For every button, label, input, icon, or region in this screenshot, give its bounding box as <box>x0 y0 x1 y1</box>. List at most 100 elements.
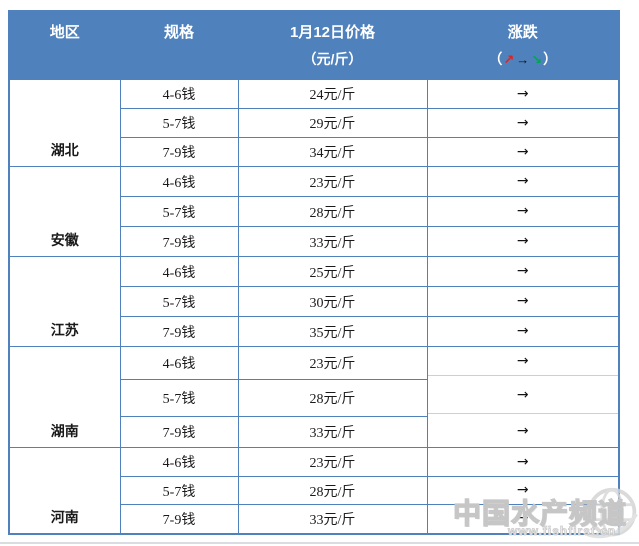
flat-arrow-icon: → <box>516 510 529 527</box>
table-row: 湖北 4-6钱 24元/斤 → <box>8 79 620 167</box>
flat-arrow-icon: → <box>516 263 529 279</box>
trend-cell: → <box>426 316 620 347</box>
price-cell: 28元/斤 <box>237 378 428 418</box>
col-header-price-unit: （元/斤） <box>237 44 428 80</box>
flat-arrow-icon: → <box>516 143 529 160</box>
price-cell: 23元/斤 <box>237 166 428 197</box>
price-cell: 24元/斤 <box>237 79 428 109</box>
up-arrow-icon: ↗ <box>503 52 515 67</box>
flat-arrow-icon: → <box>516 453 529 470</box>
region-cell-henan: 河南 <box>8 447 121 534</box>
table-row: 7-9钱 35元/斤 → <box>9 316 620 347</box>
price-cell: 33元/斤 <box>237 416 428 448</box>
trend-cell: → <box>426 476 620 505</box>
region-cell-hunan: 湖南 <box>8 346 121 448</box>
spec-cell: 7-9钱 <box>119 226 239 257</box>
trend-cell: → <box>426 166 620 197</box>
col-header-trend: 涨跌 <box>426 10 620 45</box>
trend-cell: → <box>426 108 620 138</box>
spec-cell: 4-6钱 <box>119 256 239 287</box>
region-cell-hubei: 湖北 <box>8 79 121 167</box>
price-cell: 23元/斤 <box>237 447 428 477</box>
col-header-region: 地区 <box>8 10 121 45</box>
flat-arrow-icon: → <box>516 173 529 189</box>
table-row: 7-9钱 34元/斤 → <box>9 137 620 167</box>
flat-arrow-icon: → <box>516 233 529 249</box>
spec-cell: 5-7钱 <box>119 286 239 317</box>
spec-cell: 5-7钱 <box>119 476 239 505</box>
price-cell: 28元/斤 <box>237 476 428 505</box>
table-row: 5-7钱 29元/斤 → <box>9 108 620 138</box>
price-cell: 33元/斤 <box>237 504 428 534</box>
spec-cell: 4-6钱 <box>119 166 239 197</box>
spec-cell: 4-6钱 <box>119 79 239 109</box>
trend-cell: → <box>426 196 620 227</box>
spec-cell: 4-6钱 <box>119 447 239 477</box>
right-arrow-icon: → <box>516 52 530 67</box>
flat-arrow-icon: → <box>516 85 529 102</box>
price-cell: 23元/斤 <box>237 346 428 380</box>
trend-cell: → <box>426 137 620 167</box>
table-body: 湖北 4-6钱 24元/斤 → 5-7钱 29元/斤 → 7-9钱 34元/斤 … <box>8 79 620 534</box>
flat-arrow-icon: → <box>516 353 529 369</box>
trend-cell: → <box>426 447 620 477</box>
price-cell: 34元/斤 <box>237 137 428 167</box>
spec-cell: 7-9钱 <box>119 416 239 448</box>
trend-cell: → <box>426 286 620 317</box>
trend-segment: → <box>427 413 618 447</box>
spec-cell: 5-7钱 <box>119 108 239 138</box>
table-row: 湖南 4-6钱 23元/斤 → → → <box>8 346 620 448</box>
col-header-trend-legend: （↗ → ↘） <box>426 44 620 80</box>
table-header: 地区 规格 1月12日价格 涨跌 （元/斤） （↗ → ↘） <box>8 10 620 80</box>
table-row: 5-7钱 28元/斤 → <box>9 196 620 227</box>
table-row: 5-7钱 28元/斤 <box>9 378 619 418</box>
trend-cell: → <box>426 256 620 287</box>
table-row: 5-7钱 30元/斤 → <box>9 286 620 317</box>
price-cell: 35元/斤 <box>237 316 428 347</box>
flat-arrow-icon: → <box>516 114 529 131</box>
table-row: 河南 4-6钱 23元/斤 → <box>8 447 620 534</box>
trend-segment: → <box>428 347 619 375</box>
trend-cell-merged: → → → <box>426 346 620 448</box>
spec-cell: 7-9钱 <box>119 316 239 347</box>
col-header-spec-sub <box>119 44 239 80</box>
flat-arrow-icon: → <box>516 293 529 309</box>
spec-cell: 7-9钱 <box>119 504 239 534</box>
col-header-spec: 规格 <box>119 10 239 45</box>
trend-cell: → <box>426 226 620 257</box>
price-cell: 29元/斤 <box>237 108 428 138</box>
trend-cell: → <box>426 504 620 534</box>
watermark-title: 中国水产频道 <box>452 497 628 529</box>
table-row: 江苏 4-6钱 25元/斤 → <box>8 256 620 347</box>
price-cell: 28元/斤 <box>237 196 428 227</box>
down-arrow-icon: ↘ <box>531 52 543 67</box>
trend-cell: → <box>426 79 620 109</box>
legend-paren-open: （ <box>488 51 503 67</box>
spec-cell: 4-6钱 <box>119 346 239 380</box>
globe-icon <box>587 487 638 539</box>
table-row: 7-9钱 33元/斤 → <box>9 226 620 257</box>
table-row: 安徽 4-6钱 23元/斤 → <box>8 166 620 257</box>
table-row: 5-7钱 28元/斤 → <box>9 476 620 505</box>
flat-arrow-icon: → <box>516 386 529 403</box>
watermark-url: www.fishfirst.cn <box>508 524 617 539</box>
region-cell-jiangsu: 江苏 <box>8 256 121 347</box>
table-row: 7-9钱 33元/斤 <box>9 416 619 448</box>
flat-arrow-icon: → <box>516 482 529 498</box>
spec-cell: 5-7钱 <box>119 378 239 418</box>
flat-arrow-icon: → <box>516 203 529 219</box>
flat-arrow-icon: → <box>516 323 529 339</box>
price-cell: 25元/斤 <box>237 256 428 287</box>
price-cell: 30元/斤 <box>237 286 428 317</box>
trend-segment: → <box>427 375 618 413</box>
table-row: 7-9钱 33元/斤 → <box>9 504 620 534</box>
bottom-divider <box>0 542 639 544</box>
legend-paren-close: ） <box>543 51 558 67</box>
price-table: 地区 规格 1月12日价格 涨跌 （元/斤） （↗ → ↘） 湖北 4-6钱 24元… <box>8 10 620 535</box>
spec-cell: 7-9钱 <box>119 137 239 167</box>
price-cell: 33元/斤 <box>237 226 428 257</box>
col-header-region-sub <box>8 44 121 80</box>
col-header-price: 1月12日价格 <box>237 10 428 45</box>
spec-cell: 5-7钱 <box>119 196 239 227</box>
